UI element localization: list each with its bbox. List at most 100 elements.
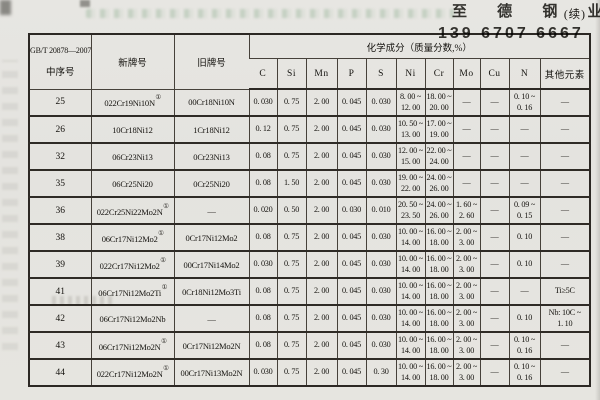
composition-value-cell: 18. 00 ~ 20. 00 <box>424 89 453 116</box>
page-edge-shadow <box>595 0 600 400</box>
composition-value-cell: 0. 08 <box>248 305 277 332</box>
standard-number: GB/T 20878—2007 <box>30 45 92 55</box>
composition-value-cell: 0. 030 <box>365 143 396 170</box>
composition-value-cell: 0. 08 <box>248 278 277 305</box>
new-grade-cell: 06Cr17Ni12Mo2N① <box>90 332 174 359</box>
composition-value-cell: 10. 50 ~ 13. 00 <box>395 116 425 143</box>
chemical-composition-table: GB/T 20878—2007 中序号 新牌号 旧牌号 化学成分（质量分数,%）… <box>28 33 592 387</box>
footnote-mark: ① <box>160 256 166 264</box>
old-grade-cell: 0Cr25Ni20 <box>173 170 249 197</box>
ink-bleedthrough <box>2 60 18 350</box>
composition-value-cell: 0. 75 <box>276 278 306 305</box>
composition-value-cell: — <box>539 89 591 116</box>
composition-value-cell: — <box>479 197 509 224</box>
composition-value-cell: 0. 030 <box>248 359 277 386</box>
composition-value-cell: 0. 30 <box>365 359 396 386</box>
footnote-mark: ① <box>163 364 169 372</box>
composition-value-cell: — <box>479 89 509 116</box>
composition-value-cell: 0. 09 ~ 0. 15 <box>508 197 540 224</box>
composition-value-cell: 0. 030 <box>365 332 396 359</box>
element-column-header: 其他元素 <box>539 58 591 91</box>
composition-group-header: 化学成分（质量分数,%） <box>248 34 591 60</box>
seq-number-cell: 25 <box>55 97 66 108</box>
composition-value-cell: 2. 00 ~ 3. 00 <box>452 224 480 251</box>
old-grade-cell: — <box>173 197 249 224</box>
composition-value-cell: — <box>479 359 509 386</box>
composition-value-cell: — <box>452 89 480 116</box>
steel-grade-row: 36 022Cr25Ni22Mo2N① —0. 020 0. 50 2. 00 0. 03… <box>29 197 591 224</box>
composition-value-cell: — <box>479 278 509 305</box>
table-body: 25 022Cr19Ni10N① 00Cr18Ni10N 0. 030 0. 75 2. … <box>29 89 591 386</box>
element-column-header: P <box>336 58 366 91</box>
composition-value-cell: 0. 10 <box>508 224 540 251</box>
element-column-header: Si <box>276 58 306 91</box>
steel-grade-row: 25 022Cr19Ni10N① 00Cr18Ni10N 0. 030 0. 75 2. … <box>29 89 591 116</box>
steel-grade-row: 35 06Cr25Ni20 0Cr25Ni20 0. 08 1. 50 2. 00 0. 0… <box>29 170 591 197</box>
composition-value-cell: 2. 00 ~ 3. 00 <box>452 305 480 332</box>
seq-number-cell: 42 <box>55 313 66 324</box>
composition-value-cell: 0. 030 <box>365 278 396 305</box>
composition-value-cell: — <box>479 143 509 170</box>
composition-value-cell: 0. 030 <box>365 224 396 251</box>
composition-value-cell: 0. 50 <box>276 197 306 224</box>
new-grade-cell: 022Cr25Ni22Mo2N① <box>90 197 174 224</box>
seq-number-cell: 39 <box>55 259 66 270</box>
old-grade-cell: — <box>173 305 249 332</box>
composition-value-cell: 2. 00 <box>305 224 337 251</box>
composition-value-cell: — <box>508 278 540 305</box>
new-grade-cell: 06Cr23Ni13 <box>90 143 174 170</box>
ink-bleedthrough <box>52 296 114 305</box>
footnote-mark: ① <box>161 337 167 345</box>
composition-value-cell: 10. 00 ~ 14. 00 <box>395 251 425 278</box>
composition-value-cell: 0. 045 <box>336 305 366 332</box>
composition-value-cell: 2. 00 ~ 3. 00 <box>452 332 480 359</box>
composition-value-cell: 20. 50 ~ 23. 50 <box>395 197 425 224</box>
composition-value-cell: 0. 08 <box>248 332 277 359</box>
steel-grade-row: 44 022Cr17Ni12Mo2N① 00Cr17Ni13Mo2N 0. 030 0.… <box>29 359 591 386</box>
old-grade-cell: 00Cr17Ni13Mo2N <box>173 359 249 386</box>
footnote-mark: ① <box>161 283 168 291</box>
composition-value-cell: 24. 00 ~ 26. 00 <box>424 197 453 224</box>
composition-value-cell: 0. 75 <box>276 89 306 116</box>
old-grade-cell: 00Cr18Ni10N <box>173 89 249 116</box>
composition-value-cell: 16. 00 ~ 18. 00 <box>424 278 453 305</box>
element-header-row: C Si Mn P S Ni Cr Mo Cu N 其他元素 <box>29 58 591 91</box>
composition-value-cell: 0. 045 <box>336 116 366 143</box>
seq-number-cell: 26 <box>55 124 66 135</box>
element-column-header: Cu <box>479 58 509 91</box>
composition-value-cell: — <box>539 197 591 224</box>
old-grade-cell: 0Cr18Ni12Mo3Ti <box>173 278 249 305</box>
composition-value-cell: 0. 045 <box>336 332 366 359</box>
composition-value-cell: 2. 00 <box>305 278 337 305</box>
composition-value-cell: — <box>539 116 591 143</box>
composition-value-cell: 2. 00 <box>305 143 337 170</box>
seq-number-cell: 32 <box>55 151 66 162</box>
old-grade-cell: 1Cr18Ni12 <box>173 116 249 143</box>
composition-value-cell: Nb: 10C ~ 1. 10 <box>539 305 591 332</box>
composition-value-cell: — <box>479 116 509 143</box>
composition-value-cell: 10. 00 ~ 14. 00 <box>395 305 425 332</box>
new-grade-column-header: 新牌号 <box>90 34 174 90</box>
composition-value-cell: 16. 00 ~ 18. 00 <box>424 305 453 332</box>
steel-grade-row: 38 06Cr17Ni12Mo2① 0Cr17Ni12Mo2 0. 08 0. 75 2.… <box>29 224 591 251</box>
seq-label: 中序号 <box>45 67 75 78</box>
composition-value-cell: 16. 00 ~ 18. 00 <box>424 224 453 251</box>
seq-number-cell: 35 <box>55 178 66 189</box>
seq-number-cell: 43 <box>55 340 66 351</box>
composition-value-cell: 22. 00 ~ 24. 00 <box>424 143 453 170</box>
element-column-header: Mn <box>305 58 337 91</box>
composition-value-cell: 0. 12 <box>248 116 277 143</box>
composition-value-cell: 10. 00 ~ 14. 00 <box>395 224 425 251</box>
new-grade-cell: 06Cr17Ni12Mo2① <box>90 224 174 251</box>
composition-value-cell: — <box>508 143 540 170</box>
new-grade-cell: 022Cr17Ni12Mo2N① <box>90 359 174 386</box>
composition-value-cell: 0. 030 <box>365 251 396 278</box>
composition-value-cell: 0. 030 <box>365 116 396 143</box>
composition-value-cell: 0. 08 <box>248 143 277 170</box>
composition-value-cell: 17. 00 ~ 19. 00 <box>424 116 453 143</box>
composition-value-cell: — <box>452 116 480 143</box>
composition-value-cell: 2. 00 <box>305 305 337 332</box>
composition-value-cell: 8. 00 ~ 12. 00 <box>395 89 425 116</box>
continued-label: (续) <box>563 9 586 21</box>
